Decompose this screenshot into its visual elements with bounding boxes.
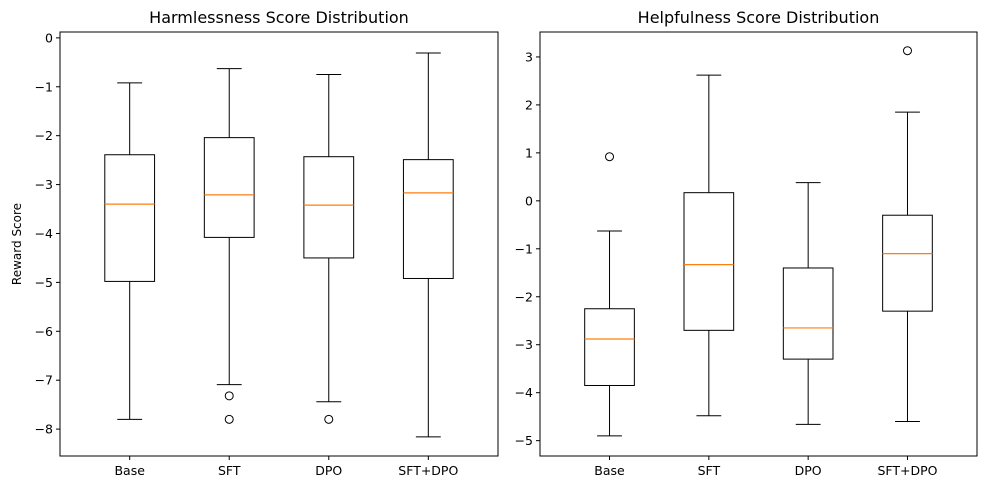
x-tick-label: DPO xyxy=(315,463,342,478)
box-iqr xyxy=(782,267,834,360)
box-dpo xyxy=(303,74,355,424)
y-tick-label: −4 xyxy=(35,226,53,241)
box-iqr xyxy=(203,137,255,238)
y-tick-label: −2 xyxy=(35,128,53,143)
plot-frame xyxy=(539,31,978,457)
x-tick-label: DPO xyxy=(795,463,822,478)
x-tick-label: Base xyxy=(594,463,625,478)
harmlessness-chart: Harmlessness Score Distribution Reward Sc… xyxy=(10,8,499,478)
box-iqr xyxy=(402,159,454,279)
y-tick-label: 2 xyxy=(525,97,533,112)
x-tick-label: SFT+DPO xyxy=(398,463,458,478)
y-tick-label: 0 xyxy=(525,193,533,208)
y-tick-label: −4 xyxy=(515,385,533,400)
y-tick-label: −2 xyxy=(515,289,533,304)
outlier-point xyxy=(605,152,615,162)
box-sft-dpo xyxy=(402,52,454,438)
box-sft-dpo xyxy=(882,46,933,422)
chart-title: Helpfulness Score Distribution xyxy=(638,8,880,27)
y-tick-label: −7 xyxy=(35,373,53,388)
outlier-point xyxy=(902,46,912,56)
box-iqr xyxy=(584,308,635,386)
x-tick-label: SFT xyxy=(218,463,241,478)
outlier-point xyxy=(324,414,334,424)
box-base xyxy=(584,152,635,437)
box-sft xyxy=(683,74,735,417)
box-iqr xyxy=(303,156,355,259)
y-tick-label: −1 xyxy=(35,79,53,94)
x-tick-label: Base xyxy=(114,463,145,478)
box-iqr xyxy=(683,192,735,331)
y-tick-label: −3 xyxy=(515,337,533,352)
x-tick-label: SFT+DPO xyxy=(877,463,937,478)
outlier-point xyxy=(224,414,234,424)
box-iqr xyxy=(104,154,156,282)
y-tick-label: 3 xyxy=(525,49,533,64)
chart-title: Harmlessness Score Distribution xyxy=(149,8,409,27)
y-tick-label: 1 xyxy=(525,145,533,160)
y-tick-label: −8 xyxy=(35,422,53,437)
y-tick-label: −5 xyxy=(515,433,533,448)
y-tick-label: −3 xyxy=(35,177,53,192)
y-tick-label: −5 xyxy=(35,275,53,290)
x-tick-label: SFT xyxy=(698,463,721,478)
box-iqr xyxy=(882,214,933,312)
helpfulness-chart: Helpfulness Score Distribution 3 2 1 0 −1 −2 −3… xyxy=(515,8,978,478)
y-tick-label: −1 xyxy=(515,241,533,256)
plot-frame xyxy=(59,31,499,457)
outlier-point xyxy=(224,391,234,401)
box-dpo xyxy=(782,182,834,425)
y-tick-label: 0 xyxy=(45,30,53,45)
y-tick-label: −6 xyxy=(35,324,53,339)
box-sft xyxy=(203,68,255,424)
box-base xyxy=(104,82,156,420)
y-axis-label: Reward Score xyxy=(10,203,24,285)
